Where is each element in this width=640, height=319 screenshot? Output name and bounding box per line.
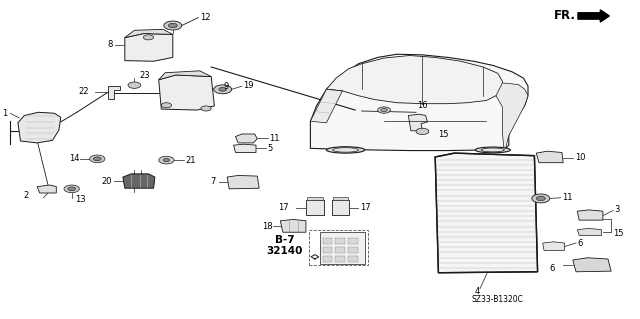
Bar <box>335 247 345 253</box>
Polygon shape <box>236 134 257 143</box>
Ellipse shape <box>481 148 504 152</box>
Text: 6: 6 <box>577 239 582 248</box>
Text: 14: 14 <box>69 154 79 163</box>
Polygon shape <box>18 112 61 143</box>
Circle shape <box>68 187 76 191</box>
Circle shape <box>161 103 172 108</box>
Text: 2: 2 <box>23 191 28 200</box>
Bar <box>348 247 358 253</box>
Text: 11: 11 <box>562 193 572 202</box>
Bar <box>323 247 332 253</box>
Circle shape <box>532 194 550 203</box>
Text: 15: 15 <box>438 130 448 139</box>
Polygon shape <box>159 75 214 110</box>
Bar <box>348 256 358 262</box>
Polygon shape <box>573 258 611 272</box>
Text: 11: 11 <box>269 134 279 143</box>
Bar <box>306 200 324 215</box>
Text: 23: 23 <box>140 71 150 80</box>
Bar <box>335 256 345 262</box>
Bar <box>320 232 365 264</box>
Circle shape <box>219 87 227 91</box>
Text: 16: 16 <box>417 101 428 110</box>
Circle shape <box>378 107 390 113</box>
Bar <box>307 197 323 200</box>
Circle shape <box>536 196 545 201</box>
Text: 15: 15 <box>613 229 623 238</box>
Bar <box>348 238 358 244</box>
Polygon shape <box>125 29 173 38</box>
Ellipse shape <box>333 148 358 152</box>
Bar <box>309 230 368 265</box>
Polygon shape <box>435 153 538 273</box>
Polygon shape <box>408 114 428 131</box>
Polygon shape <box>159 71 211 80</box>
Circle shape <box>163 159 170 162</box>
Text: 7: 7 <box>210 177 215 186</box>
Polygon shape <box>577 210 603 220</box>
Circle shape <box>64 185 79 193</box>
Text: B-7
32140: B-7 32140 <box>267 235 303 256</box>
Text: 8: 8 <box>108 40 113 49</box>
Text: 9: 9 <box>224 82 229 91</box>
Text: 5: 5 <box>268 144 273 153</box>
Text: 10: 10 <box>575 153 585 162</box>
Bar <box>333 197 348 200</box>
Circle shape <box>93 157 101 161</box>
Polygon shape <box>326 56 502 104</box>
Text: 19: 19 <box>243 81 253 90</box>
Polygon shape <box>123 174 155 188</box>
Polygon shape <box>310 89 342 123</box>
Circle shape <box>381 108 387 112</box>
Circle shape <box>201 106 211 111</box>
Text: 20: 20 <box>101 177 111 186</box>
Text: 1: 1 <box>3 109 8 118</box>
Polygon shape <box>227 175 259 189</box>
Text: 22: 22 <box>78 87 88 96</box>
Polygon shape <box>280 219 306 232</box>
Polygon shape <box>125 33 173 61</box>
Circle shape <box>143 35 154 40</box>
Circle shape <box>168 23 177 28</box>
Circle shape <box>159 156 174 164</box>
Bar <box>335 238 345 244</box>
Circle shape <box>164 21 182 30</box>
Text: 17: 17 <box>278 204 289 212</box>
Bar <box>323 238 332 244</box>
Text: FR.: FR. <box>554 10 576 22</box>
Circle shape <box>214 85 232 94</box>
Text: 21: 21 <box>186 156 196 165</box>
Polygon shape <box>536 151 563 163</box>
Circle shape <box>90 155 105 163</box>
Text: SZ33-B1320C: SZ33-B1320C <box>472 295 524 304</box>
Text: 13: 13 <box>76 195 86 204</box>
Ellipse shape <box>475 147 511 153</box>
Polygon shape <box>234 144 256 152</box>
Text: 3: 3 <box>614 205 620 214</box>
Polygon shape <box>310 54 528 151</box>
Polygon shape <box>108 86 120 99</box>
Ellipse shape <box>326 147 365 153</box>
Polygon shape <box>37 185 56 193</box>
Polygon shape <box>577 228 602 235</box>
Text: 4: 4 <box>475 287 480 296</box>
Text: 12: 12 <box>200 13 210 22</box>
Circle shape <box>416 128 429 135</box>
Polygon shape <box>496 83 528 148</box>
Text: 17: 17 <box>360 204 371 212</box>
FancyArrow shape <box>578 10 609 22</box>
Bar <box>332 200 349 215</box>
Circle shape <box>128 82 141 88</box>
Text: 18: 18 <box>262 222 273 231</box>
Bar <box>323 256 332 262</box>
Polygon shape <box>543 242 564 250</box>
Text: 6: 6 <box>549 264 554 273</box>
